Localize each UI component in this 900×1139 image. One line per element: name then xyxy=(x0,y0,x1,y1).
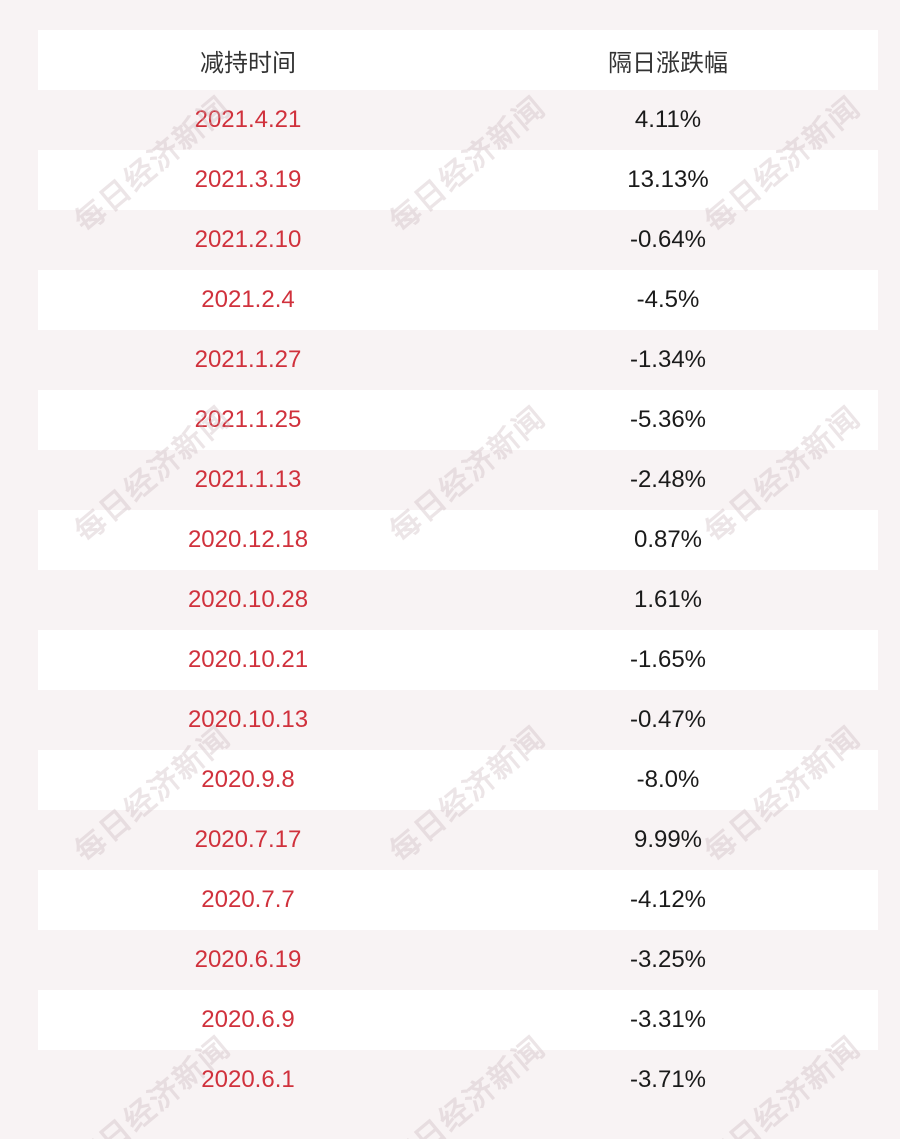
date-cell: 2020.12.18 xyxy=(187,526,309,553)
table-row: 2020.10.13 -0.47% xyxy=(38,690,878,750)
date-cell: 2020.9.8 xyxy=(201,766,295,793)
table-row: 2020.6.1 -3.71% xyxy=(38,1050,878,1110)
header-date: 减持时间 xyxy=(200,49,296,77)
change-cell: 4.11% xyxy=(634,106,702,133)
change-cell: -3.71% xyxy=(629,1066,707,1093)
table-row: 2021.3.19 13.13% xyxy=(38,150,878,210)
change-cell: 13.13% xyxy=(627,166,709,193)
date-cell: 2021.2.4 xyxy=(201,286,295,313)
table-row: 2020.10.21 -1.65% xyxy=(38,630,878,690)
date-cell: 2021.1.13 xyxy=(194,466,302,493)
date-cell: 2021.1.25 xyxy=(194,406,302,433)
date-cell: 2020.7.17 xyxy=(194,826,302,853)
date-cell: 2020.6.9 xyxy=(201,1006,295,1033)
table-row: 2021.2.10 -0.64% xyxy=(38,210,878,270)
table-row: 2020.6.19 -3.25% xyxy=(38,930,878,990)
table-row: 2020.7.17 9.99% xyxy=(38,810,878,870)
date-cell: 2020.6.1 xyxy=(201,1066,295,1093)
date-cell: 2020.7.7 xyxy=(201,886,295,913)
change-cell: -1.34% xyxy=(629,346,707,373)
change-cell: -3.31% xyxy=(629,1006,707,1033)
table-header: 减持时间 隔日涨跌幅 xyxy=(38,30,878,90)
change-cell: -5.36% xyxy=(629,406,707,433)
date-cell: 2021.3.19 xyxy=(194,166,302,193)
header-change: 隔日涨跌幅 xyxy=(608,49,728,77)
table-row: 2021.2.4 -4.5% xyxy=(38,270,878,330)
date-cell: 2021.1.27 xyxy=(194,346,302,373)
date-cell: 2020.10.21 xyxy=(187,646,309,673)
date-cell: 2020.6.19 xyxy=(194,946,302,973)
data-table: 减持时间 隔日涨跌幅 2021.4.21 4.11% 2021.3.19 13.13%… xyxy=(38,30,878,1110)
change-cell: -8.0% xyxy=(636,766,700,793)
change-cell: -0.64% xyxy=(629,226,707,253)
table-row: 2020.10.28 1.61% xyxy=(38,570,878,630)
change-cell: 9.99% xyxy=(633,826,703,853)
table-row: 2021.1.27 -1.34% xyxy=(38,330,878,390)
table-row: 2021.4.21 4.11% xyxy=(38,90,878,150)
table-row: 2020.12.18 0.87% xyxy=(38,510,878,570)
change-cell: -1.65% xyxy=(629,646,707,673)
table-row: 2021.1.13 -2.48% xyxy=(38,450,878,510)
date-cell: 2021.2.10 xyxy=(194,226,302,253)
date-cell: 2020.10.13 xyxy=(187,706,309,733)
table-body: 2021.4.21 4.11% 2021.3.19 13.13% 2021.2.10 -0… xyxy=(38,90,878,1110)
change-cell: -3.25% xyxy=(629,946,707,973)
change-cell: -0.47% xyxy=(629,706,707,733)
table-row: 2021.1.25 -5.36% xyxy=(38,390,878,450)
date-cell: 2021.4.21 xyxy=(194,106,302,133)
change-cell: 1.61% xyxy=(633,586,703,613)
change-cell: -2.48% xyxy=(629,466,707,493)
table-row: 2020.9.8 -8.0% xyxy=(38,750,878,810)
table-row: 2020.7.7 -4.12% xyxy=(38,870,878,930)
change-cell: 0.87% xyxy=(633,526,703,553)
change-cell: -4.12% xyxy=(629,886,707,913)
table-row: 2020.6.9 -3.31% xyxy=(38,990,878,1050)
date-cell: 2020.10.28 xyxy=(187,586,309,613)
change-cell: -4.5% xyxy=(636,286,700,313)
